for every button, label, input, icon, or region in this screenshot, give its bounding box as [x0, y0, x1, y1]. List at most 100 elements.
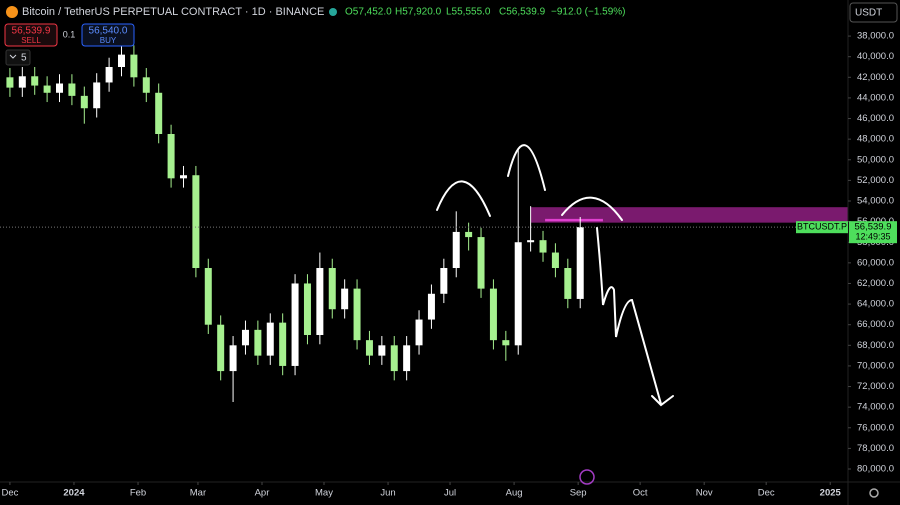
candle-body — [105, 67, 113, 83]
ohlc-close: C56,539.9 — [499, 7, 546, 18]
candle-body — [192, 175, 200, 269]
y-tick-label: 50,000.0 — [857, 154, 894, 165]
plot-area — [0, 45, 848, 403]
candle-body — [403, 345, 411, 372]
ticker-badge — [796, 221, 848, 234]
y-tick-label: 42,000.0 — [857, 72, 894, 83]
candle-body — [390, 345, 398, 372]
sell-label: SELL — [21, 36, 41, 45]
candle-body — [291, 283, 299, 366]
drawing-arc — [436, 180, 491, 217]
candle-body — [440, 268, 448, 294]
candle-body — [130, 54, 138, 78]
countdown-label: 12:49:35 — [855, 232, 890, 242]
interval-button[interactable] — [5, 49, 31, 66]
drawing-arc — [561, 196, 623, 221]
candle-body — [229, 345, 237, 372]
candle-body — [18, 76, 26, 88]
candle-body — [489, 288, 497, 341]
candle-body — [266, 322, 274, 356]
candle-body — [80, 95, 88, 109]
candle-body — [56, 83, 64, 93]
candle-body — [142, 77, 150, 93]
candle-body — [254, 329, 262, 356]
candle-body — [514, 242, 522, 346]
y-tick-label: 54,000.0 — [857, 196, 894, 207]
candle-body — [539, 240, 547, 253]
drawing-arrowhead — [651, 395, 674, 407]
symbol-title: Bitcoin / TetherUS PERPETUAL CONTRACT · … — [22, 6, 324, 18]
x-tick-label: 2024 — [63, 488, 85, 499]
candle-body — [204, 268, 212, 325]
candle-body — [353, 288, 361, 341]
candle-body — [6, 77, 14, 88]
drawing-arc — [507, 144, 546, 191]
candle-body — [341, 288, 349, 310]
x-tick-label: Aug — [506, 488, 523, 499]
candle-body — [527, 240, 535, 243]
y-tick-label: 40,000.0 — [857, 51, 894, 62]
candle-body — [217, 324, 225, 372]
y-tick-label: 62,000.0 — [857, 278, 894, 289]
ticker-label: BTCUSDT.P — [797, 222, 847, 232]
y-tick-label: 46,000.0 — [857, 113, 894, 124]
drawing-arrow — [596, 227, 662, 405]
event-icon[interactable] — [579, 469, 595, 485]
y-tick-label: 64,000.0 — [857, 299, 894, 310]
candle-body — [93, 82, 101, 109]
drawings — [436, 144, 674, 407]
y-tick-label: 60,000.0 — [857, 257, 894, 268]
candle-body — [241, 329, 249, 346]
ohlc-low: L55,555.0 — [446, 7, 491, 18]
candle-body — [117, 54, 125, 68]
x-tick-label: Nov — [696, 488, 713, 499]
x-tick-label: Feb — [130, 488, 146, 499]
x-tick-label: Apr — [255, 488, 270, 499]
candle-body — [68, 83, 76, 96]
x-tick-label: May — [315, 488, 333, 499]
candle-body — [378, 345, 386, 356]
resistance-zone — [530, 207, 848, 223]
candle-body — [179, 175, 187, 179]
buy-label: BUY — [100, 36, 117, 45]
y-tick-label: 76,000.0 — [857, 422, 894, 433]
y-tick-label: 48,000.0 — [857, 134, 894, 145]
candle-body — [155, 92, 163, 135]
sell-button[interactable] — [4, 23, 58, 47]
ohlc-high: H57,920.0 — [395, 7, 442, 18]
x-tick-label: Oct — [633, 488, 648, 499]
candle-body — [576, 227, 584, 299]
candle-body — [477, 237, 485, 289]
y-tick-label: 72,000.0 — [857, 381, 894, 392]
x-tick-label: Mar — [190, 488, 206, 499]
x-tick-label: Jun — [380, 488, 395, 499]
x-tick-label: Dec — [1, 488, 18, 499]
ohlc-change: −912.0 (−1.59%) — [551, 7, 626, 18]
candle-body — [564, 268, 572, 299]
candle-body — [465, 231, 473, 238]
candle-body — [427, 293, 435, 320]
quantity: 0.1 — [63, 29, 76, 39]
currency: USDT — [855, 8, 882, 19]
x-tick-label: 2025 — [820, 488, 842, 499]
buy-price: 56,540.0 — [89, 26, 128, 37]
settings-icon[interactable] — [869, 488, 879, 498]
price-label: 56,539.9 — [855, 222, 892, 233]
currency-select[interactable] — [849, 2, 898, 23]
chevron — [9, 54, 17, 59]
ohlc-open: O57,452.0 — [345, 7, 392, 18]
buy-button[interactable] — [81, 23, 135, 47]
candle-body — [328, 268, 336, 310]
candle-body — [365, 340, 373, 356]
candle-body — [167, 134, 175, 179]
y-tick-label: 44,000.0 — [857, 92, 894, 103]
candle-body — [303, 283, 311, 336]
candle-body — [31, 76, 39, 86]
y-tick-label: 80,000.0 — [857, 464, 894, 475]
y-tick-label: 66,000.0 — [857, 319, 894, 330]
candle-body — [43, 85, 51, 93]
y-tick-label: 52,000.0 — [857, 175, 894, 186]
y-tick-label: 78,000.0 — [857, 443, 894, 454]
